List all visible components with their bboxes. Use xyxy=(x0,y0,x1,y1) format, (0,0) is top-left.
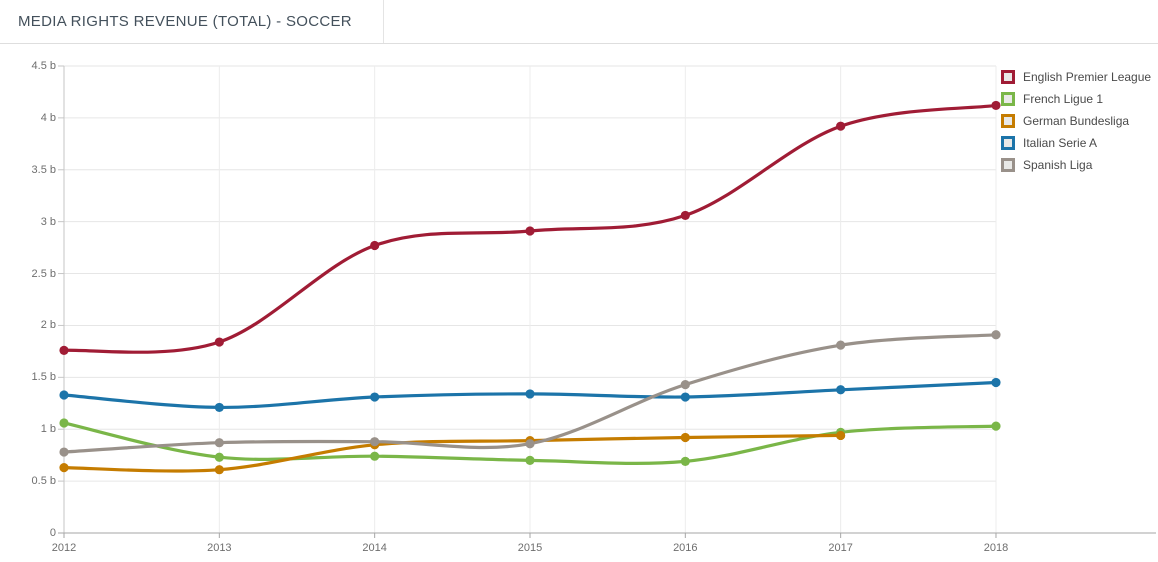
data-point-french-ligue-1 xyxy=(214,452,224,462)
data-point-italian-serie-a xyxy=(59,390,69,400)
data-point-english-premier-league xyxy=(991,100,1001,111)
data-point-english-premier-league xyxy=(214,337,224,347)
header-divider xyxy=(0,43,1158,44)
x-axis-tick-label: 2018 xyxy=(983,542,1009,554)
legend-item-label: English Premier League xyxy=(1023,70,1152,84)
x-axis-tick-label: 2015 xyxy=(517,542,543,554)
data-point-german-bundesliga xyxy=(836,430,846,441)
legend-item-label: Italian Serie A xyxy=(1023,136,1098,150)
data-point-french-ligue-1 xyxy=(991,421,1001,431)
series-line-german-bundesliga xyxy=(62,433,843,473)
data-point-spanish-liga xyxy=(836,340,846,350)
data-point-italian-serie-a xyxy=(991,377,1001,388)
y-axis-tick-label: 3.5 b xyxy=(31,163,56,176)
data-point-german-bundesliga xyxy=(214,465,224,475)
data-point-german-bundesliga xyxy=(59,463,69,473)
x-axis-tick-label: 2014 xyxy=(362,542,387,554)
data-point-italian-serie-a xyxy=(370,392,380,402)
data-point-spanish-liga xyxy=(370,437,380,447)
data-point-german-bundesliga xyxy=(680,432,690,443)
data-point-english-premier-league xyxy=(836,121,846,131)
legend-item-italian-serie-a[interactable]: Italian Serie A xyxy=(1001,132,1151,154)
x-axis-tick-label: 2012 xyxy=(51,542,77,554)
data-point-english-premier-league xyxy=(525,226,535,236)
y-axis-tick-label: 4.5 b xyxy=(31,59,56,72)
x-axis-tick-label: 2016 xyxy=(673,542,698,554)
y-axis-tick-label: 1.5 b xyxy=(31,371,56,384)
legend-item-label: Spanish Liga xyxy=(1023,158,1093,172)
data-point-french-ligue-1 xyxy=(680,456,690,466)
y-axis-tick-label: 2.5 b xyxy=(31,267,56,280)
legend-swatch-icon xyxy=(1001,92,1015,106)
y-axis-tick-label: 4 b xyxy=(40,111,56,124)
y-axis-tick-label: 0.5 b xyxy=(31,475,56,488)
data-point-italian-serie-a xyxy=(525,389,535,399)
data-point-french-ligue-1 xyxy=(370,451,380,461)
y-axis-tick-label: 0 xyxy=(49,527,56,539)
chart-title: MEDIA RIGHTS REVENUE (TOTAL) - SOCCER xyxy=(18,13,352,30)
y-axis-tick-label: 1 b xyxy=(40,423,56,436)
data-point-spanish-liga xyxy=(214,438,224,448)
legend-item-label: French Ligue 1 xyxy=(1023,92,1104,106)
y-axis-tick-label: 2 b xyxy=(40,319,56,332)
legend-item-english-premier-league[interactable]: English Premier League xyxy=(1001,66,1151,88)
data-point-spanish-liga xyxy=(991,330,1001,340)
y-axis-tick-label: 3 b xyxy=(40,215,56,228)
data-point-english-premier-league xyxy=(680,210,690,221)
legend-swatch-icon xyxy=(1001,136,1015,150)
legend-item-spanish-liga[interactable]: Spanish Liga xyxy=(1001,154,1151,176)
legend-swatch-icon xyxy=(1001,70,1015,84)
legend-item-label: German Bundesliga xyxy=(1023,114,1130,128)
x-axis-tick-label: 2017 xyxy=(828,542,853,554)
data-point-french-ligue-1 xyxy=(525,455,535,465)
data-point-italian-serie-a xyxy=(680,392,690,402)
chart-legend: English Premier League French Ligue 1 Germ… xyxy=(1001,66,1151,176)
legend-item-german-bundesliga[interactable]: German Bundesliga xyxy=(1001,110,1151,132)
x-axis-tick-label: 2013 xyxy=(207,542,232,554)
legend-swatch-icon xyxy=(1001,158,1015,172)
legend-swatch-icon xyxy=(1001,114,1015,128)
data-point-spanish-liga xyxy=(59,447,69,457)
data-point-italian-serie-a xyxy=(214,402,224,413)
data-point-english-premier-league xyxy=(370,240,380,251)
data-point-spanish-liga xyxy=(680,379,690,390)
header-column-divider xyxy=(383,0,384,43)
data-point-french-ligue-1 xyxy=(59,418,69,428)
data-point-english-premier-league xyxy=(59,345,69,355)
data-point-spanish-liga xyxy=(525,439,535,449)
legend-item-french-ligue-1[interactable]: French Ligue 1 xyxy=(1001,88,1151,110)
data-point-italian-serie-a xyxy=(836,385,846,395)
